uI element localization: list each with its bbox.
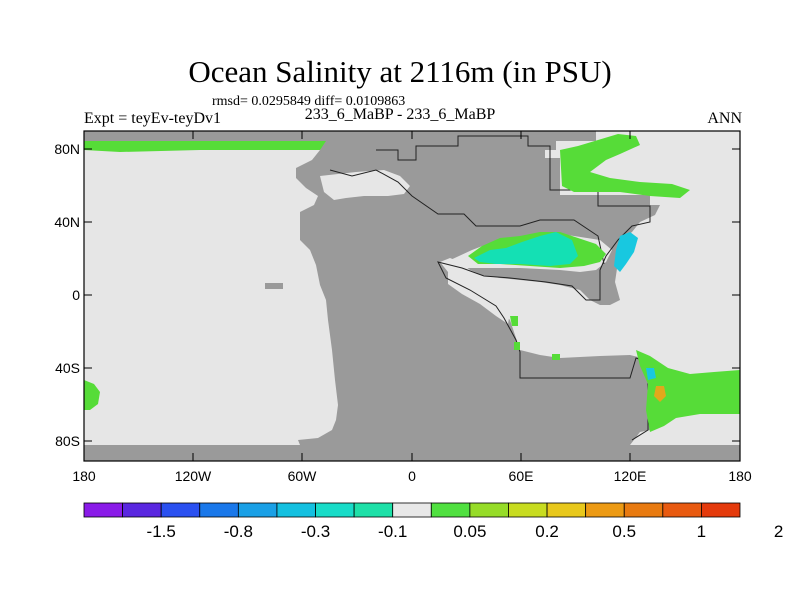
colorbar-swatch xyxy=(701,502,741,518)
land-mass xyxy=(296,131,660,445)
green-anomaly-arctic xyxy=(84,141,326,152)
colorbar-swatch xyxy=(160,502,201,518)
colorbar-label: 0.05 xyxy=(453,522,486,541)
y-tick-label: 0 xyxy=(72,287,80,303)
green-anomaly-equatorial xyxy=(510,316,560,360)
inner-sea-south xyxy=(448,272,510,324)
y-tick-label: 80N xyxy=(54,141,80,157)
y-axis: 80N 40N 0 40S 80S xyxy=(54,141,740,449)
x-tick-label: 60W xyxy=(288,468,318,484)
cyan-anomaly-southeast xyxy=(646,368,656,380)
x-tick-label: 180 xyxy=(728,468,752,484)
x-tick-label: 180 xyxy=(72,468,96,484)
colorbar-swatch xyxy=(353,502,394,518)
green-anomaly-northeast xyxy=(560,134,690,198)
colorbar-labels: -1.5 -0.8 -0.3 -0.1 0.05 0.2 0.5 1 2 xyxy=(147,522,784,541)
colorbar-swatch xyxy=(315,502,355,518)
colorbar-swatch xyxy=(276,502,316,518)
colorbar-label: 0.5 xyxy=(612,522,636,541)
season-label: ANN xyxy=(707,110,742,127)
colorbar-label: -0.3 xyxy=(301,522,330,541)
colorbar-swatch xyxy=(430,502,471,518)
map-title: Ocean Salinity at 2116m (in PSU) xyxy=(188,54,612,89)
colorbar-swatch xyxy=(122,502,162,518)
colorbar-label: -0.8 xyxy=(224,522,253,541)
colorbar-swatch xyxy=(585,502,625,518)
x-axis: 180 120W 60W 0 60E 120E 180 xyxy=(72,131,752,484)
y-tick-label: 40S xyxy=(55,360,80,376)
colorbar-label: -0.1 xyxy=(378,522,407,541)
colorbar-swatch xyxy=(546,502,587,518)
coastline-inner xyxy=(329,169,605,265)
colorbar-swatch xyxy=(662,502,702,518)
stats-text: rmsd= 0.0295849 diff= 0.0109863 xyxy=(212,94,406,109)
colorbar-label: 1 xyxy=(697,522,706,541)
colorbar xyxy=(83,502,741,518)
cyan-anomaly-tethys xyxy=(474,232,578,266)
experiment-label: Expt = teyEv-teyDv1 xyxy=(84,110,221,127)
x-tick-label: 120E xyxy=(614,468,647,484)
colorbar-swatch xyxy=(237,502,278,518)
comparison-label: 233_6_MaBP - 233_6_MaBP xyxy=(304,106,496,123)
x-tick-label: 120W xyxy=(175,468,212,484)
colorbar-swatch xyxy=(623,502,664,518)
cyan-anomaly-east xyxy=(614,232,638,272)
colorbar-swatch xyxy=(199,502,239,518)
colorbar-label: 0.2 xyxy=(535,522,559,541)
colorbar-swatch xyxy=(469,502,509,518)
y-tick-label: 80S xyxy=(55,433,80,449)
colorbar-swatch xyxy=(83,502,123,518)
colorbar-swatch xyxy=(508,502,548,518)
orange-anomaly-southeast xyxy=(654,386,666,402)
colorbar-label: 2 xyxy=(774,522,783,541)
colorbar-label: -1.5 xyxy=(147,522,176,541)
x-tick-label: 0 xyxy=(408,468,416,484)
colorbar-swatch xyxy=(392,502,432,518)
island xyxy=(265,283,283,289)
inner-sea-north xyxy=(320,170,410,200)
arctic-land-east xyxy=(556,131,596,141)
x-tick-label: 60E xyxy=(509,468,534,484)
arctic-land-west xyxy=(84,131,326,141)
green-anomaly-southwest xyxy=(84,380,100,410)
green-anomaly-southeast xyxy=(636,350,740,432)
y-tick-label: 40N xyxy=(54,214,80,230)
